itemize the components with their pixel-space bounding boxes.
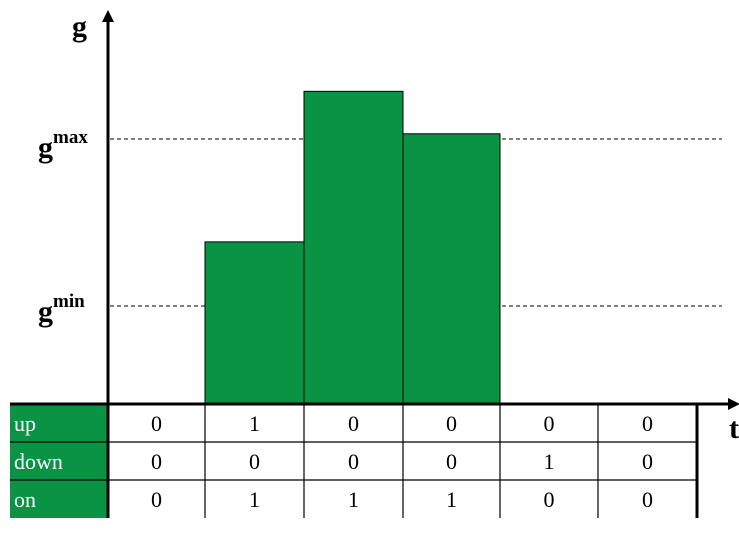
- cell-down-2: 0: [249, 449, 260, 474]
- row-label-down: down: [14, 449, 63, 474]
- cell-up-6: 0: [642, 411, 653, 436]
- cell-up-3: 0: [348, 411, 359, 436]
- cell-up-5: 0: [544, 411, 555, 436]
- cell-up-4: 0: [446, 411, 457, 436]
- cell-down-4: 0: [446, 449, 457, 474]
- gmin-label-sup: min: [53, 291, 85, 312]
- y-axis-label: g: [72, 10, 87, 43]
- row-label-cell: [10, 480, 108, 518]
- table-row-on: on 0 1 1 1 0 0: [10, 480, 653, 518]
- row-label-cell: [10, 404, 108, 442]
- cell-on-5: 0: [544, 487, 555, 512]
- cell-down-6: 0: [642, 449, 653, 474]
- cell-up-2: 1: [249, 411, 260, 436]
- cell-on-1: 0: [151, 487, 162, 512]
- bar-2: [303, 90, 404, 405]
- gmin-label: gmin: [38, 291, 85, 328]
- gmax-label-sup: max: [53, 127, 88, 148]
- table-row-up: up 0 1 0 0 0 0: [10, 404, 653, 442]
- cell-down-5: 1: [544, 449, 555, 474]
- cell-down-1: 0: [151, 449, 162, 474]
- table-row-down: down 0 0 0 0 1 0: [10, 442, 653, 480]
- cell-down-3: 0: [348, 449, 359, 474]
- bars-group: [204, 90, 501, 405]
- cell-up-1: 0: [151, 411, 162, 436]
- cell-on-6: 0: [642, 487, 653, 512]
- cell-on-4: 1: [446, 487, 457, 512]
- x-axis-arrowhead: [728, 398, 739, 410]
- row-label-cell: [10, 442, 108, 480]
- cell-on-3: 1: [348, 487, 359, 512]
- row-label-on: on: [14, 487, 36, 512]
- gmax-label-base: g: [38, 131, 53, 164]
- bar-3: [402, 133, 501, 405]
- gmax-label: gmax: [38, 127, 88, 164]
- row-label-up: up: [14, 411, 36, 436]
- y-axis-arrowhead: [102, 10, 114, 22]
- x-axis-label: t: [729, 412, 739, 445]
- status-table: up 0 1 0 0 0 0 down 0 0 0 0 1 0 on 0 1 1 1 0 0: [10, 402, 730, 518]
- cell-on-2: 1: [249, 487, 260, 512]
- bar-1: [204, 241, 305, 405]
- gmin-label-base: g: [38, 295, 53, 328]
